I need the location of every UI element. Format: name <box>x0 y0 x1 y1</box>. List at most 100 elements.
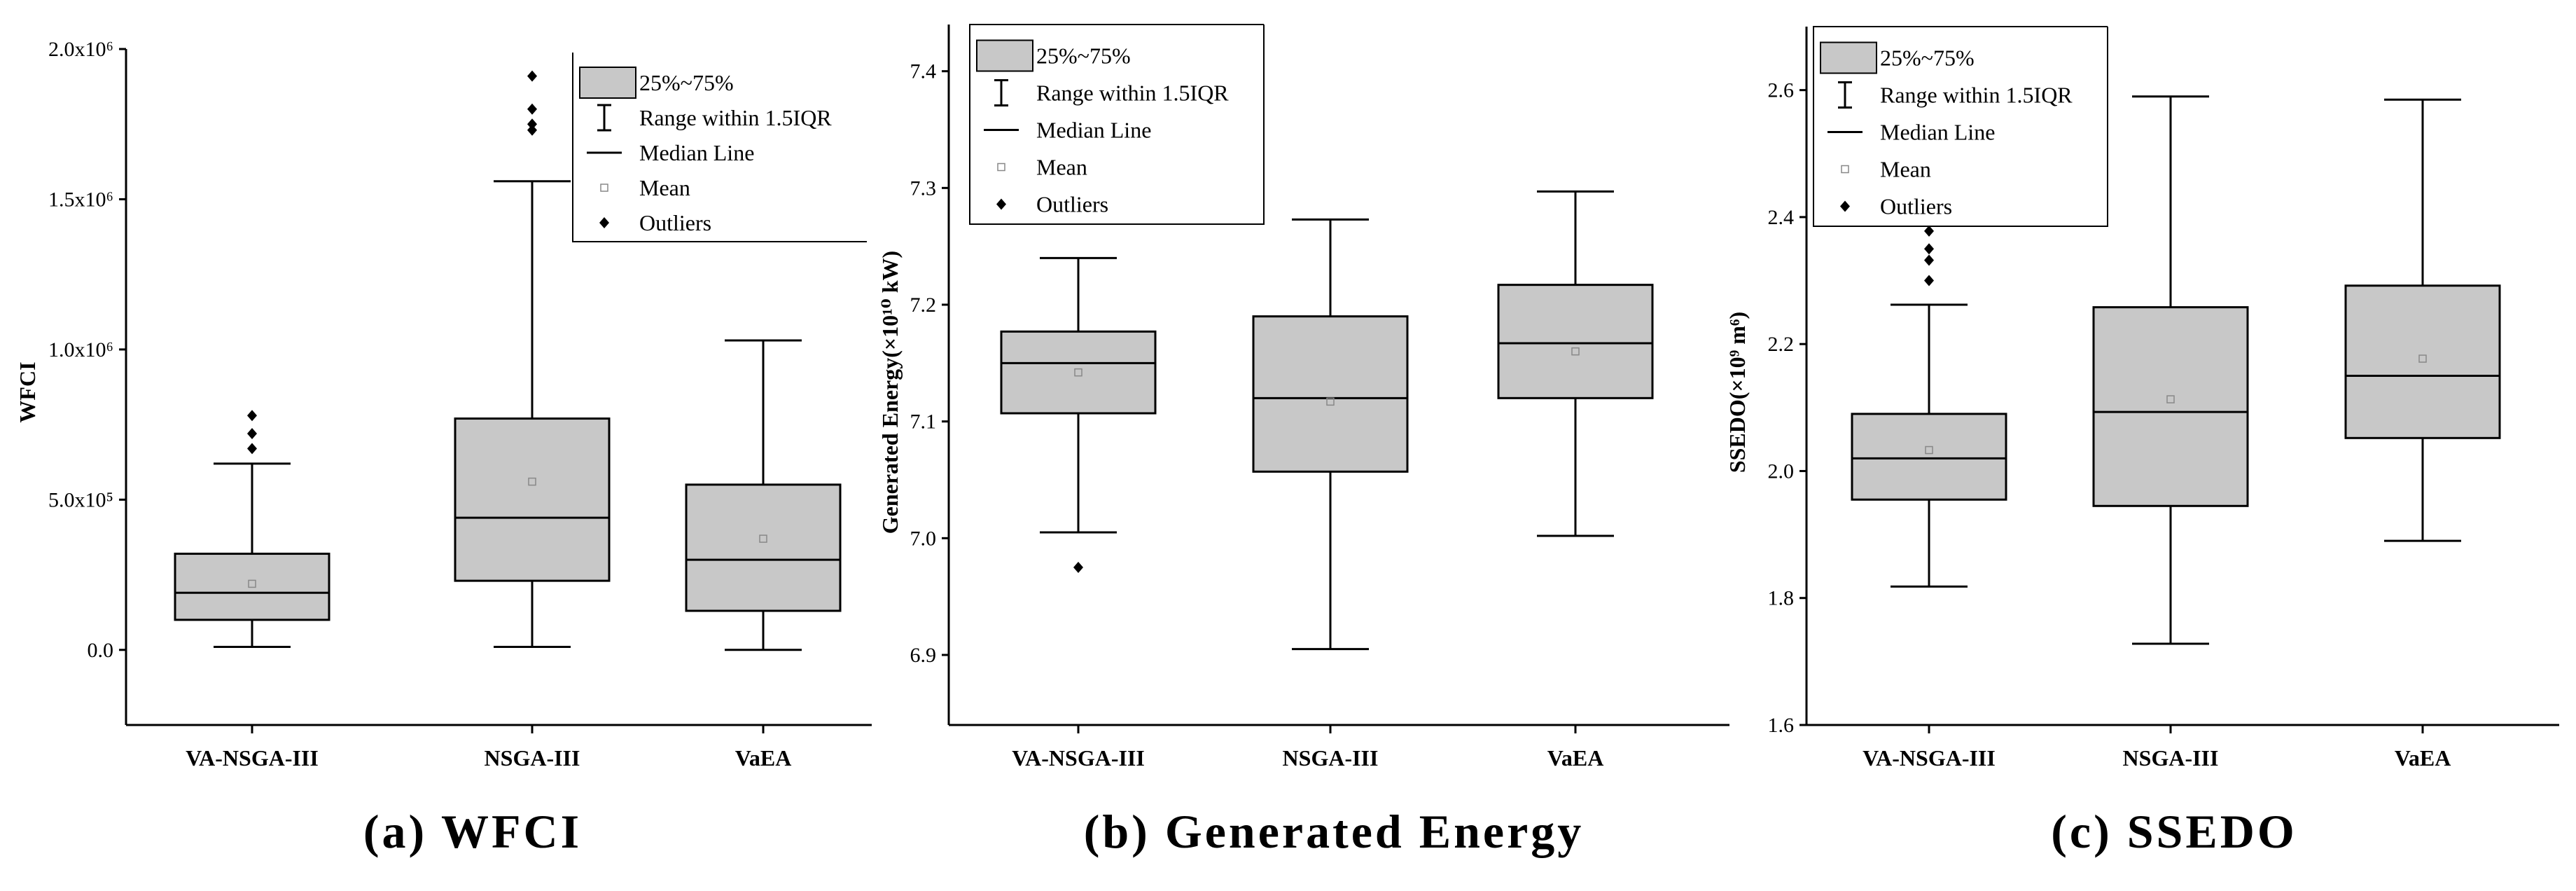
legend-swatch-outlier <box>1840 200 1850 212</box>
iqr-box <box>1497 284 1654 399</box>
outlier-point <box>247 443 257 455</box>
box-nsga-iii <box>1252 218 1409 651</box>
iqr-box <box>685 483 842 612</box>
legend-swatch-outlier <box>996 198 1006 210</box>
x-tick-label: VaEA <box>2395 745 2451 771</box>
mean-marker <box>1074 368 1082 377</box>
panel-title: (a) WFCI <box>363 805 582 858</box>
legend-label: Outliers <box>1880 194 1952 219</box>
mean-marker <box>1571 347 1580 356</box>
legend-label: Median Line <box>639 140 754 165</box>
chart-panel-2: 6.9 7.0 7.1 7.2 7.3 7.4 Generated Energy(×10¹⁰… <box>877 24 1729 858</box>
box-nsga-iii <box>2092 95 2249 645</box>
y-tick-label: 7.1 <box>910 410 937 434</box>
x-tick-label: VA-NSGA-III <box>186 745 319 771</box>
mean-marker <box>1326 397 1335 406</box>
x-tick-label: NSGA-III <box>1283 745 1379 771</box>
legend-label: Range within 1.5IQR <box>1036 81 1229 106</box>
mean-marker <box>1925 446 1933 455</box>
y-axis-title: Generated Energy(×10¹⁰ kW) <box>877 251 903 534</box>
box-va-nsga-iii <box>1000 256 1157 573</box>
mean-marker <box>759 534 767 543</box>
y-tick-label: 2.0 <box>1768 460 1795 483</box>
legend-frame <box>1813 26 2108 227</box>
y-tick-label: 2.4 <box>1768 206 1795 229</box>
y-tick-label: 7.2 <box>910 293 937 317</box>
box-vaea <box>1497 190 1654 537</box>
box-vaea <box>685 339 842 651</box>
outlier-point <box>527 103 537 115</box>
outlier-point <box>527 118 537 130</box>
mean-marker <box>248 579 256 588</box>
chart-panel-3: 1.6 1.8 2.0 2.2 2.4 2.6 SSEDO(×10⁹ m⁶) VA-NSGA-… <box>1725 26 2559 858</box>
y-tick-label: 1.5x10⁶ <box>48 188 113 211</box>
panel-title: (c) SSEDO <box>2051 805 2297 858</box>
legend-label: Outliers <box>639 210 711 235</box>
box-vaea <box>2344 98 2501 542</box>
outlier-point <box>527 70 537 82</box>
legend-label: Median Line <box>1880 120 1995 145</box>
legend-swatch-mean <box>1841 165 1849 174</box>
y-tick-label: 7.0 <box>910 527 937 550</box>
legend-swatch-mean <box>600 184 608 192</box>
y-tick-label: 6.9 <box>910 644 937 667</box>
chart-panel-1: 0.0 5.0x10⁵ 1.0x10⁶ 1.5x10⁶ 2.0x10⁶ WFCI VA-NS… <box>15 38 872 858</box>
legend-swatch-box <box>579 67 636 99</box>
box-va-nsga-iii <box>1851 225 2007 588</box>
legend-label: Median Line <box>1036 118 1151 143</box>
legend-label: Mean <box>1036 155 1087 180</box>
legend-label: 25%~75% <box>1036 43 1131 69</box>
panel-title: (b) Generated Energy <box>1084 805 1585 858</box>
outlier-point <box>527 124 537 136</box>
legend-frame <box>969 24 1265 225</box>
legend-label: Range within 1.5IQR <box>639 105 832 130</box>
outlier-point <box>1924 243 1934 255</box>
outlier-point <box>247 427 257 439</box>
iqr-box <box>1000 330 1157 415</box>
legend: 25%~75% Range within 1.5IQR Median Line Mea… <box>969 24 1265 225</box>
outlier-point <box>247 410 257 422</box>
y-tick-label: 7.3 <box>910 177 937 200</box>
x-tick-label: NSGA-III <box>2123 745 2219 771</box>
legend: 25%~75% Range within 1.5IQR Median Line Mea… <box>572 53 867 242</box>
mean-marker <box>2166 395 2175 403</box>
mean-marker <box>2418 354 2427 363</box>
y-tick-label: 2.0x10⁶ <box>48 38 113 61</box>
x-tick-label: VA-NSGA-III <box>1863 745 1996 771</box>
legend: 25%~75% Range within 1.5IQR Median Line Mea… <box>1813 26 2108 227</box>
legend-frame <box>572 53 867 242</box>
outlier-point <box>1073 562 1083 573</box>
y-tick-label: 1.8 <box>1768 587 1795 610</box>
y-axis-title: WFCI <box>15 361 40 422</box>
legend-swatch-mean <box>997 163 1005 172</box>
legend-label: Mean <box>639 175 690 200</box>
x-tick-label: NSGA-III <box>485 745 580 771</box>
legend-swatch-box <box>1820 41 1877 74</box>
y-tick-label: 0.0 <box>88 639 114 662</box>
y-tick-label: 5.0x10⁵ <box>48 488 113 511</box>
y-tick-label: 2.6 <box>1768 79 1795 102</box>
x-tick-label: VaEA <box>1547 745 1604 771</box>
legend-label: Range within 1.5IQR <box>1880 83 2073 108</box>
box-va-nsga-iii <box>174 410 330 648</box>
iqr-box <box>1252 315 1409 473</box>
iqr-box <box>454 417 611 582</box>
y-tick-label: 1.0x10⁶ <box>48 338 113 361</box>
outlier-point <box>1924 254 1934 266</box>
legend-label: 25%~75% <box>639 70 734 95</box>
iqr-box <box>1851 413 2007 501</box>
y-axis-title: SSEDO(×10⁹ m⁶) <box>1725 312 1750 473</box>
y-tick-label: 1.6 <box>1768 714 1795 737</box>
legend-label: Outliers <box>1036 192 1108 217</box>
legend-swatch-outlier <box>599 217 609 228</box>
outlier-point <box>1924 225 1934 237</box>
y-tick-label: 2.2 <box>1768 333 1795 356</box>
x-tick-label: VA-NSGA-III <box>1012 745 1145 771</box>
box-nsga-iii <box>454 70 611 648</box>
mean-marker <box>528 477 536 486</box>
legend-label: Mean <box>1880 157 1931 182</box>
legend-swatch-box <box>976 39 1033 72</box>
x-tick-label: VaEA <box>735 745 792 771</box>
outlier-point <box>1924 275 1934 286</box>
